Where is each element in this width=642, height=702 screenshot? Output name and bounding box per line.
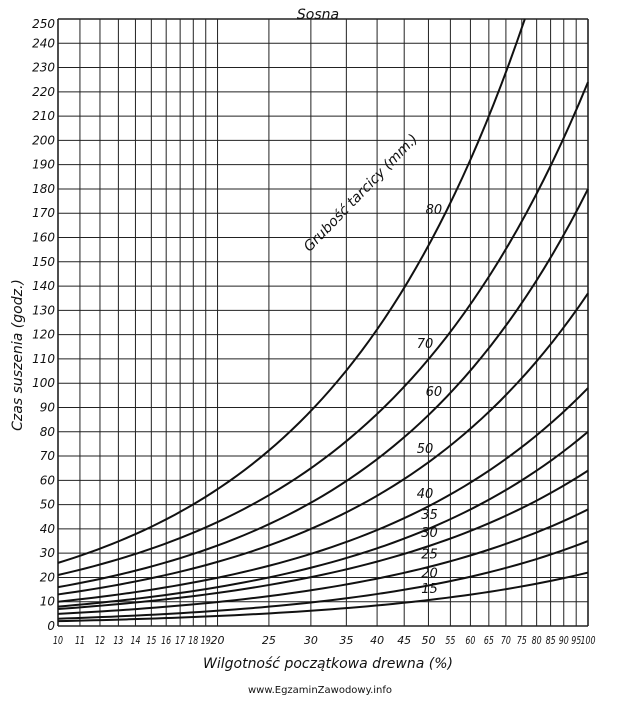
x-tick-label: 15: [146, 634, 156, 647]
tick-labels: 0102030405060708090100110120130140150160…: [32, 17, 595, 647]
series-label-25: 25: [421, 548, 438, 563]
y-tick-label: 160: [32, 231, 55, 245]
x-tick-label: 10: [53, 634, 63, 647]
x-tick-label: 70: [501, 634, 511, 647]
series-lines: [57, 18, 589, 623]
x-axis-title: Wilgotność początkowa drewna (%): [203, 656, 453, 672]
x-tick-label: 50: [421, 634, 435, 647]
y-tick-label: 20: [40, 570, 56, 584]
series-label-35: 35: [421, 508, 438, 523]
series-label-70: 70: [417, 337, 434, 352]
series-label-30: 30: [421, 526, 438, 541]
y-tick-label: 250: [32, 17, 55, 31]
series-line-80: [57, 18, 526, 564]
x-tick-label: 25: [262, 634, 276, 647]
x-tick-label: 19: [201, 634, 211, 647]
x-tick-label: 12: [95, 634, 105, 647]
x-tick-label: 45: [397, 634, 411, 647]
y-tick-label: 0: [47, 619, 55, 633]
series-line-25: [57, 508, 589, 615]
y-tick-label: 40: [40, 522, 56, 536]
series-label-50: 50: [417, 442, 434, 457]
y-tick-label: 100: [32, 376, 55, 390]
source-footer: www.EgzaminZawodowy.info: [248, 685, 392, 696]
x-tick-label: 30: [304, 634, 318, 647]
y-tick-label: 210: [32, 109, 55, 123]
y-tick-label: 30: [40, 546, 56, 560]
y-tick-label: 70: [40, 449, 56, 463]
series-line-50: [57, 292, 589, 596]
x-tick-label: 20: [211, 634, 225, 647]
x-tick-label: 80: [532, 634, 542, 647]
series-label-20: 20: [421, 567, 438, 582]
x-tick-label: 85: [546, 634, 556, 647]
y-tick-label: 130: [32, 303, 55, 317]
series-line-20: [57, 540, 589, 620]
y-tick-label: 220: [32, 85, 55, 99]
x-tick-label: 100: [581, 634, 596, 647]
x-tick-label: 75: [517, 634, 527, 647]
x-tick-label: 11: [75, 634, 85, 647]
y-tick-label: 60: [40, 473, 56, 487]
x-tick-label: 95: [571, 634, 581, 647]
series-line-70: [57, 81, 589, 576]
y-tick-label: 240: [32, 36, 55, 50]
x-tick-label: 18: [188, 634, 198, 647]
grid: [57, 18, 589, 627]
y-tick-label: 190: [32, 158, 55, 172]
y-tick-label: 140: [32, 279, 55, 293]
x-tick-label: 35: [339, 634, 353, 647]
y-tick-label: 50: [40, 498, 56, 512]
x-tick-label: 60: [465, 634, 475, 647]
series-line-15: [57, 571, 589, 623]
y-tick-label: 80: [40, 425, 56, 439]
y-tick-label: 200: [32, 133, 55, 147]
x-tick-label: 55: [445, 634, 455, 647]
y-tick-label: 150: [32, 255, 55, 269]
series-line-30: [57, 469, 589, 610]
y-tick-label: 170: [32, 206, 55, 220]
y-tick-label: 110: [32, 352, 55, 366]
series-label-60: 60: [426, 385, 443, 400]
chart-title: Sosna: [297, 7, 339, 23]
series-label-40: 40: [417, 487, 434, 502]
y-axis-title: Czas suszenia (godz.): [10, 279, 26, 431]
series-line-40: [57, 387, 589, 603]
x-tick-label: 90: [559, 634, 569, 647]
y-tick-label: 90: [40, 400, 56, 414]
x-tick-label: 14: [130, 634, 140, 647]
x-tick-label: 40: [370, 634, 384, 647]
y-tick-label: 120: [32, 328, 55, 342]
series-label-15: 15: [421, 582, 438, 597]
x-tick-label: 13: [113, 634, 123, 647]
x-tick-label: 65: [484, 634, 494, 647]
series-line-60: [57, 188, 589, 589]
y-tick-label: 230: [32, 61, 55, 75]
y-tick-label: 10: [40, 595, 56, 609]
series-label-80: 80: [426, 203, 443, 218]
y-tick-label: 180: [32, 182, 55, 196]
x-tick-label: 17: [175, 634, 185, 647]
x-tick-label: 16: [161, 634, 171, 647]
series-line-35: [57, 430, 589, 608]
